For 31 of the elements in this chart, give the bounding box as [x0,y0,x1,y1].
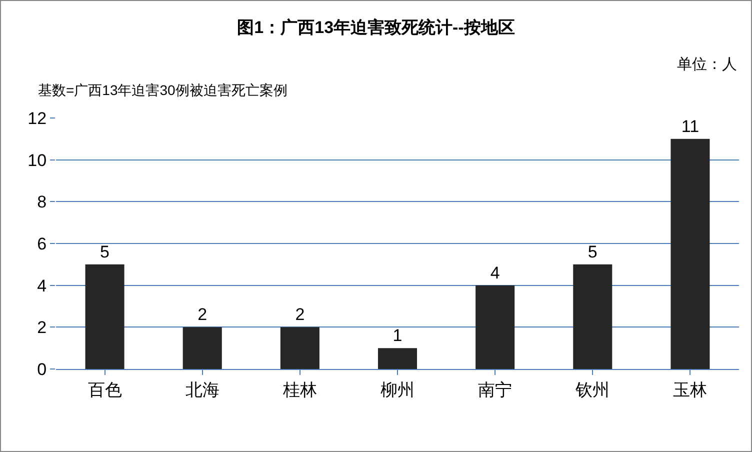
data-label: 1 [392,326,402,346]
x-tick-label: 北海 [185,380,220,400]
y-tick-label: 4 [37,276,47,296]
data-label: 2 [295,305,305,324]
bar [85,264,124,369]
data-label: 5 [100,242,110,262]
bar [378,348,418,369]
x-tick-label: 桂林 [282,380,317,400]
bar [182,327,222,369]
x-tick-label: 玉林 [673,380,708,400]
bar [476,285,515,369]
x-tick-label: 南宁 [478,380,512,400]
y-tick-label: 8 [37,192,47,212]
y-tick-label: 0 [37,360,47,379]
x-tick-label: 百色 [88,380,122,400]
data-label: 4 [490,263,500,282]
y-tick-label: 10 [28,150,47,170]
y-tick-label: 2 [37,318,47,338]
text: 基数=广西13年迫害30例被迫害死亡案例 [38,82,288,98]
chart-title: 图1：广西13年迫害致死统计--按地区 [237,18,515,38]
y-tick-label: 12 [28,108,47,128]
bar [670,138,710,369]
bar [280,327,320,369]
x-tick-label: 柳州 [380,380,414,400]
data-label: 2 [198,305,208,324]
bar [573,264,612,369]
data-label: 5 [588,242,598,262]
x-tick-label: 钦州 [574,380,610,400]
text: 单位：人 [677,56,737,73]
y-tick-label: 6 [37,234,47,254]
data-label: 11 [681,116,700,136]
